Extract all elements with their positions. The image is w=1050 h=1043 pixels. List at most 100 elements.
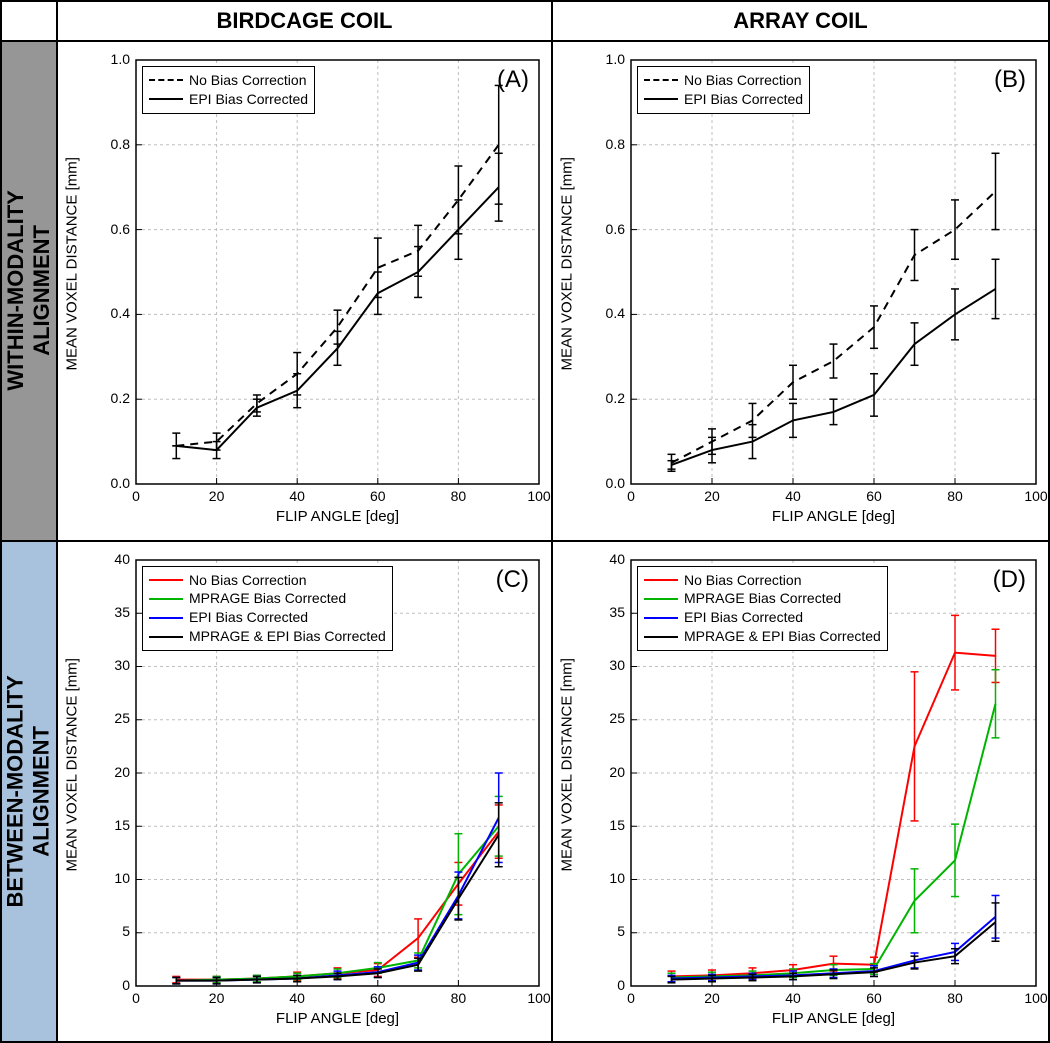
legend-swatch xyxy=(644,636,678,638)
ytick-label: 30 xyxy=(585,657,625,673)
xtick-label: 20 xyxy=(202,488,232,504)
legend-row: MPRAGE & EPI Bias Corrected xyxy=(149,627,386,646)
xlabel: FLIP ANGLE [deg] xyxy=(754,508,914,525)
xtick-label: 80 xyxy=(940,488,970,504)
xtick-label: 60 xyxy=(363,990,393,1006)
legend-label: No Bias Correction xyxy=(189,71,307,90)
legend-row: MPRAGE Bias Corrected xyxy=(149,589,386,608)
legend-row: No Bias Correction xyxy=(149,71,308,90)
legend-row: MPRAGE & EPI Bias Corrected xyxy=(644,627,881,646)
panel-a: 0.00.20.40.60.81.0020406080100MEAN VOXEL… xyxy=(58,42,553,542)
legend-swatch xyxy=(149,79,183,81)
legend-swatch xyxy=(644,617,678,619)
legend-row: EPI Bias Corrected xyxy=(149,90,308,109)
legend: No Bias Correction MPRAGE Bias Corrected… xyxy=(142,566,393,652)
plot-svg xyxy=(58,42,551,540)
xtick-label: 0 xyxy=(121,990,151,1006)
legend-swatch xyxy=(644,598,678,600)
row-header-between-label: BETWEEN-MODALITYALIGNMENT xyxy=(3,675,56,907)
legend-label: EPI Bias Corrected xyxy=(684,608,803,627)
ylabel: MEAN VOXEL DISTANCE [mm] xyxy=(64,671,81,871)
xtick-label: 100 xyxy=(1021,990,1050,1006)
panel-tag: (C) xyxy=(496,566,529,594)
xtick-label: 100 xyxy=(1021,488,1050,504)
xtick-label: 0 xyxy=(616,488,646,504)
ytick-label: 20 xyxy=(585,764,625,780)
ylabel: MEAN VOXEL DISTANCE [mm] xyxy=(559,171,576,371)
legend-label: MPRAGE & EPI Bias Corrected xyxy=(684,627,881,646)
panel-b: 0.00.20.40.60.81.0020406080100MEAN VOXEL… xyxy=(553,42,1048,542)
col-header-array: ARRAY COIL xyxy=(553,2,1048,42)
figure-grid: BIRDCAGE COIL ARRAY COIL WITHIN-MODALITY… xyxy=(0,0,1050,1043)
ytick-label: 0.2 xyxy=(90,390,130,406)
row-header-within: WITHIN-MODALITYALIGNMENT xyxy=(2,42,58,542)
xlabel: FLIP ANGLE [deg] xyxy=(754,1010,914,1027)
legend-row: EPI Bias Corrected xyxy=(644,608,881,627)
legend-swatch xyxy=(149,579,183,581)
legend-label: MPRAGE Bias Corrected xyxy=(189,589,346,608)
panel-tag: (D) xyxy=(993,566,1026,594)
legend-swatch xyxy=(644,79,678,81)
xtick-label: 40 xyxy=(282,990,312,1006)
plot-svg xyxy=(553,42,1048,540)
legend-row: EPI Bias Corrected xyxy=(644,90,803,109)
legend-row: No Bias Correction xyxy=(644,571,881,590)
panel-tag: (B) xyxy=(994,66,1026,94)
legend-label: EPI Bias Corrected xyxy=(189,608,308,627)
ytick-label: 0.8 xyxy=(90,136,130,152)
ytick-label: 15 xyxy=(585,817,625,833)
xtick-label: 20 xyxy=(697,488,727,504)
xtick-label: 60 xyxy=(859,488,889,504)
ytick-label: 30 xyxy=(90,657,130,673)
panel-tag: (A) xyxy=(497,66,529,94)
legend-label: No Bias Correction xyxy=(189,571,307,590)
col-header-birdcage-label: BIRDCAGE COIL xyxy=(217,8,393,34)
legend-swatch xyxy=(149,617,183,619)
row-header-between: BETWEEN-MODALITYALIGNMENT xyxy=(2,542,58,1042)
ytick-label: 0.4 xyxy=(90,305,130,321)
legend-swatch xyxy=(149,636,183,638)
xtick-label: 60 xyxy=(859,990,889,1006)
ytick-label: 1.0 xyxy=(585,51,625,67)
ytick-label: 20 xyxy=(90,764,130,780)
legend-row: MPRAGE Bias Corrected xyxy=(644,589,881,608)
panel-c: 0510152025303540020406080100MEAN VOXEL D… xyxy=(58,542,553,1042)
xlabel: FLIP ANGLE [deg] xyxy=(258,508,418,525)
panel-d: 0510152025303540020406080100MEAN VOXEL D… xyxy=(553,542,1048,1042)
legend: No Bias Correction EPI Bias Corrected xyxy=(637,66,810,114)
xlabel: FLIP ANGLE [deg] xyxy=(258,1010,418,1027)
xtick-label: 40 xyxy=(778,488,808,504)
col-header-array-label: ARRAY COIL xyxy=(733,8,867,34)
ytick-label: 10 xyxy=(585,870,625,886)
legend-label: No Bias Correction xyxy=(684,571,802,590)
xtick-label: 80 xyxy=(940,990,970,1006)
xtick-label: 20 xyxy=(697,990,727,1006)
legend-label: MPRAGE Bias Corrected xyxy=(684,589,841,608)
xtick-label: 80 xyxy=(443,990,473,1006)
ytick-label: 0.6 xyxy=(585,221,625,237)
ytick-label: 35 xyxy=(585,604,625,620)
ytick-label: 25 xyxy=(585,710,625,726)
xtick-label: 40 xyxy=(778,990,808,1006)
xtick-label: 0 xyxy=(121,488,151,504)
corner-cell xyxy=(2,2,58,42)
xtick-label: 80 xyxy=(443,488,473,504)
legend: No Bias Correction EPI Bias Corrected xyxy=(142,66,315,114)
legend-swatch xyxy=(644,579,678,581)
ytick-label: 40 xyxy=(585,551,625,567)
legend-label: EPI Bias Corrected xyxy=(189,90,308,109)
legend-swatch xyxy=(149,598,183,600)
legend: No Bias Correction MPRAGE Bias Corrected… xyxy=(637,566,888,652)
ytick-label: 10 xyxy=(90,870,130,886)
ytick-label: 0.8 xyxy=(585,136,625,152)
ytick-label: 0.4 xyxy=(585,305,625,321)
xtick-label: 40 xyxy=(282,488,312,504)
legend-label: No Bias Correction xyxy=(684,71,802,90)
legend-label: MPRAGE & EPI Bias Corrected xyxy=(189,627,386,646)
xtick-label: 20 xyxy=(202,990,232,1006)
legend-row: EPI Bias Corrected xyxy=(149,608,386,627)
col-header-birdcage: BIRDCAGE COIL xyxy=(58,2,553,42)
legend-row: No Bias Correction xyxy=(149,571,386,590)
ytick-label: 0.6 xyxy=(90,221,130,237)
xtick-label: 100 xyxy=(524,488,554,504)
